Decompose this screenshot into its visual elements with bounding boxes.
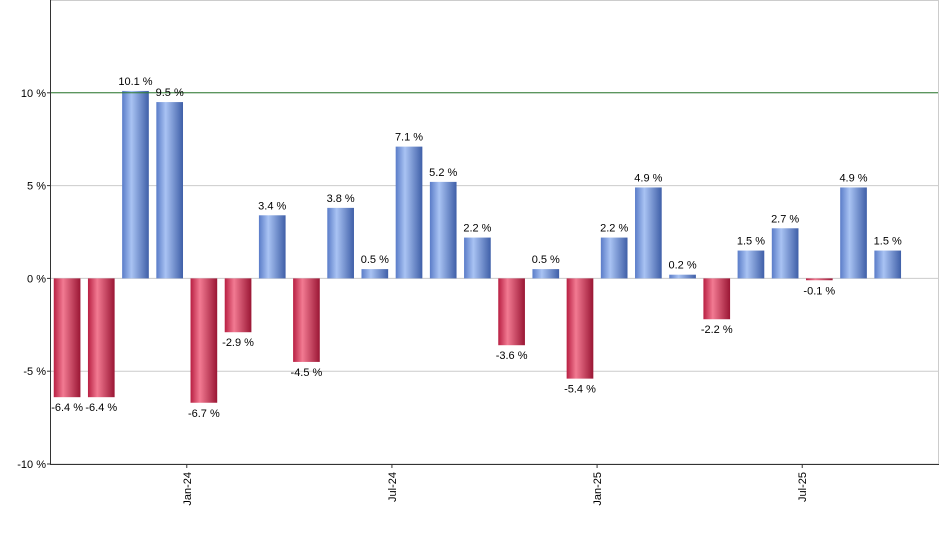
bar	[395, 146, 423, 279]
y-tick-label: -10 %	[17, 459, 46, 471]
bar-value-label: 3.8 %	[327, 193, 355, 205]
bar	[156, 102, 184, 279]
bar-value-label: -3.6 %	[496, 350, 528, 362]
bar	[327, 207, 354, 279]
x-tick-label: Jan-25	[592, 472, 604, 506]
x-tick-label: Jul-24	[387, 472, 399, 502]
bar-value-label: -6.4 %	[51, 402, 83, 414]
bar	[737, 250, 765, 279]
bar-value-label: -6.7 %	[188, 408, 220, 420]
bar-value-label: 0.5 %	[532, 254, 560, 266]
bar	[771, 228, 799, 279]
bar	[429, 181, 457, 279]
bar-value-label: 2.7 %	[771, 213, 799, 225]
bar-value-label: 9.5 %	[156, 87, 184, 99]
axes	[47, 0, 939, 468]
bar-value-label: -0.1 %	[803, 285, 835, 297]
y-tick-label: 5 %	[27, 181, 46, 193]
bar-value-label: 4.9 %	[634, 172, 662, 184]
bar	[840, 187, 867, 279]
bar-value-label: 4.9 %	[839, 172, 867, 184]
bar	[805, 278, 833, 281]
bar	[361, 269, 389, 279]
labels: -10 % -5 % 0 % 5 % 10 % -6.4 % -6.4 % 10.1 % 9.5…	[17, 76, 902, 506]
bar-value-label: -2.2 %	[701, 324, 733, 336]
bar-value-label: 1.5 %	[737, 236, 765, 248]
bar-value-label: -2.9 %	[222, 337, 254, 349]
bar	[293, 278, 320, 362]
bars	[53, 90, 902, 403]
bar	[600, 237, 628, 279]
bar	[258, 215, 286, 279]
y-tick-label: 0 %	[27, 273, 46, 285]
bar-value-label: 0.5 %	[361, 254, 389, 266]
bar	[635, 187, 662, 279]
bar	[566, 278, 594, 379]
bar-value-label: -4.5 %	[291, 367, 323, 379]
bar	[532, 269, 560, 279]
bar-value-label: 7.1 %	[395, 132, 423, 144]
bar	[224, 278, 252, 333]
bar-value-label: 0.2 %	[668, 260, 696, 272]
bar-value-label: 2.2 %	[463, 223, 491, 235]
bar-value-label: 3.4 %	[258, 200, 286, 212]
bar	[669, 274, 696, 279]
grid-lines	[50, 0, 939, 465]
bar	[53, 278, 81, 398]
bar-value-label: -5.4 %	[564, 384, 596, 396]
bar-value-label: 1.5 %	[874, 236, 902, 248]
bar-value-label: 10.1 %	[118, 76, 152, 88]
bar	[122, 90, 149, 279]
x-tick-label: Jul-25	[797, 472, 809, 502]
x-tick-label: Jan-24	[182, 472, 194, 506]
bar	[464, 237, 491, 279]
y-tick-label: 10 %	[21, 88, 46, 100]
bar	[190, 278, 218, 403]
bar	[874, 250, 902, 279]
bar	[498, 278, 525, 346]
bar-value-label: 2.2 %	[600, 223, 628, 235]
bar	[703, 278, 731, 320]
bar-value-label: -6.4 %	[85, 402, 117, 414]
y-tick-label: -5 %	[23, 366, 46, 378]
bar	[87, 278, 115, 398]
bar-value-label: 5.2 %	[429, 167, 457, 179]
